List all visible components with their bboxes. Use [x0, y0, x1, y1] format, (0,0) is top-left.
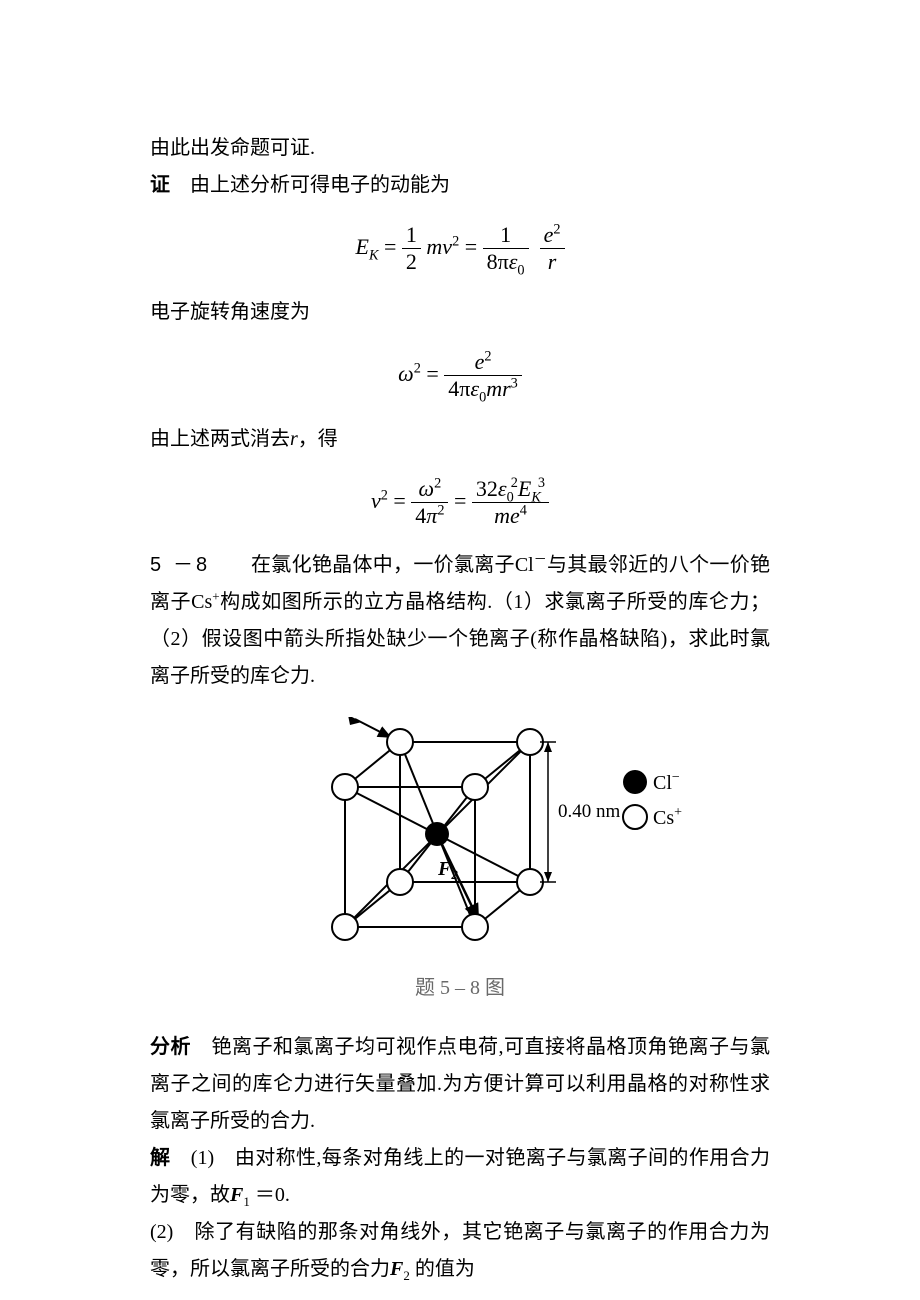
- figure-caption: 题 5 – 8 图: [150, 970, 770, 1007]
- eq1-f1-den: 2: [402, 249, 421, 275]
- f2-label: F2: [437, 858, 458, 882]
- eq2-num: e2: [444, 349, 522, 376]
- eq3-f2-num: 32ε02EK3: [472, 476, 549, 503]
- p4-b: ，得: [298, 428, 338, 450]
- p4: 由上述两式消去r，得: [150, 421, 770, 458]
- proof-line: 证 由上述分析可得电子的动能为: [150, 167, 770, 204]
- eq1-f3-den: r: [540, 249, 565, 275]
- analysis-body: 铯离子和氯离子均可视作点电荷,可直接将晶格顶角铯离子与氯离子之间的库仑力进行矢量…: [150, 1036, 770, 1132]
- problem-body-a: 在氯化铯晶体中，一价氯离子Cl: [210, 554, 534, 576]
- figure-5-8: F2 0.40 nm Cl− Cs+: [150, 717, 770, 960]
- eq3-lhs: v: [371, 488, 381, 513]
- sol2-F: F: [390, 1258, 403, 1280]
- eq1-lhs-E: E: [355, 234, 368, 259]
- sol1-b: ＝0.: [250, 1184, 290, 1206]
- eq1-f2-num: 1: [483, 222, 529, 249]
- eq2-lhs: ω: [398, 361, 414, 386]
- dim-label: 0.40 nm: [558, 801, 621, 822]
- problem-5-8: 5 －8 在氯化铯晶体中，一价氯离子Cl－与其最邻近的八个一价铯离子Cs+构成如…: [150, 547, 770, 695]
- intro-line: 由此出发命题可证.: [150, 130, 770, 167]
- proof-body: 由上述分析可得电子的动能为: [170, 174, 450, 196]
- equation-ek: EK = 12 mv2 = 18πε0 e2r: [150, 222, 770, 276]
- equation-omega: ω2 = e2 4πε0mr3: [150, 349, 770, 403]
- p4-a: 由上述两式消去: [150, 428, 290, 450]
- sol-label: 解: [150, 1147, 170, 1169]
- proof-label: 证: [150, 174, 170, 196]
- equation-v2: v2 = ω2 4π2 = 32ε02EK3 me4: [150, 476, 770, 530]
- eq3-f2-den: me4: [472, 503, 549, 529]
- problem-body-c: 构成如图所示的立方晶格结构.（1）求氯离子所受的库仑力；（2）假设图中箭头所指处…: [150, 591, 770, 687]
- legend-cs: Cs+: [653, 805, 682, 829]
- legend-cl: Cl−: [653, 770, 680, 794]
- analysis-label: 分析: [150, 1036, 191, 1058]
- analysis-para: 分析 铯离子和氯离子均可视作点电荷,可直接将晶格顶角铯离子与氯离子之间的库仑力进…: [150, 1029, 770, 1140]
- eq1-f2-den: 8πε0: [483, 249, 529, 275]
- eq3-f1-den: 4π2: [411, 503, 448, 529]
- eq1-m: m: [426, 234, 442, 259]
- eq3-f1-num: ω2: [411, 476, 448, 503]
- eq1-f1-num: 1: [402, 222, 421, 249]
- p3: 电子旋转角速度为: [150, 294, 770, 331]
- problem-number: 5 －8: [150, 554, 210, 576]
- p4-r: r: [290, 428, 298, 450]
- eq1-v: v: [442, 234, 452, 259]
- sol1-F: F: [230, 1184, 243, 1206]
- sol2-b: 的值为: [410, 1258, 475, 1280]
- eq2-den: 4πε0mr3: [444, 376, 522, 402]
- sol-1: 解 (1) 由对称性,每条对角线上的一对铯离子与氯离子间的作用合力为零，故F1 …: [150, 1140, 770, 1214]
- eq1-f3-num: e2: [540, 222, 565, 249]
- sol-2: (2) 除了有缺陷的那条对角线外，其它铯离子与氯离子的作用合力为零，所以氯离子所…: [150, 1214, 770, 1288]
- eq1-lhs-sub: K: [369, 247, 379, 263]
